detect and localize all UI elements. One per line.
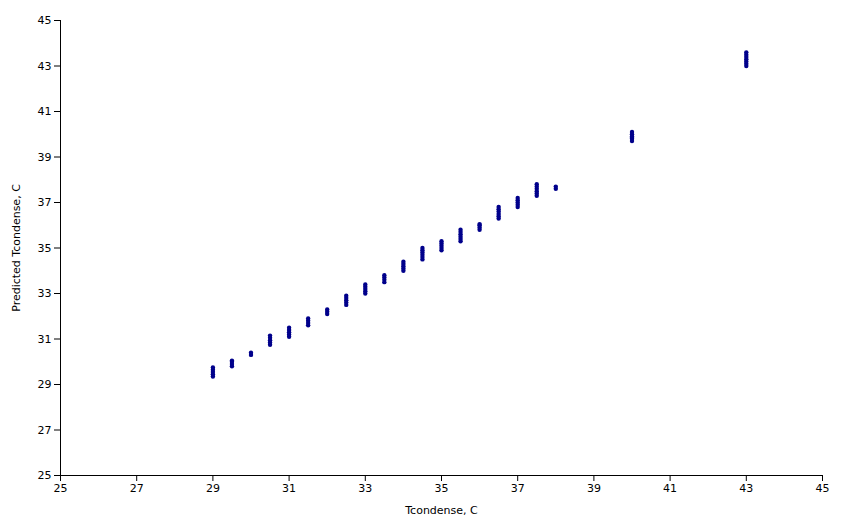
svg-text:43: 43 xyxy=(739,482,753,495)
svg-text:41: 41 xyxy=(663,482,677,495)
svg-text:35: 35 xyxy=(38,242,52,255)
svg-text:27: 27 xyxy=(130,482,144,495)
svg-text:35: 35 xyxy=(435,482,449,495)
svg-text:45: 45 xyxy=(38,14,52,27)
svg-text:41: 41 xyxy=(38,105,52,118)
svg-text:Tcondense, C: Tcondense, C xyxy=(404,504,478,517)
svg-text:39: 39 xyxy=(38,151,52,164)
svg-text:43: 43 xyxy=(38,60,52,73)
svg-text:25: 25 xyxy=(54,482,68,495)
svg-text:39: 39 xyxy=(587,482,601,495)
svg-text:37: 37 xyxy=(511,482,525,495)
svg-text:29: 29 xyxy=(206,482,220,495)
svg-text:31: 31 xyxy=(282,482,296,495)
svg-text:Predicted Tcondense, C: Predicted Tcondense, C xyxy=(10,184,23,312)
svg-text:29: 29 xyxy=(38,378,52,391)
svg-text:33: 33 xyxy=(38,287,52,300)
svg-text:45: 45 xyxy=(816,482,830,495)
svg-text:33: 33 xyxy=(358,482,372,495)
svg-text:25: 25 xyxy=(38,469,52,482)
svg-text:37: 37 xyxy=(38,196,52,209)
svg-text:31: 31 xyxy=(38,333,52,346)
svg-text:27: 27 xyxy=(38,424,52,437)
